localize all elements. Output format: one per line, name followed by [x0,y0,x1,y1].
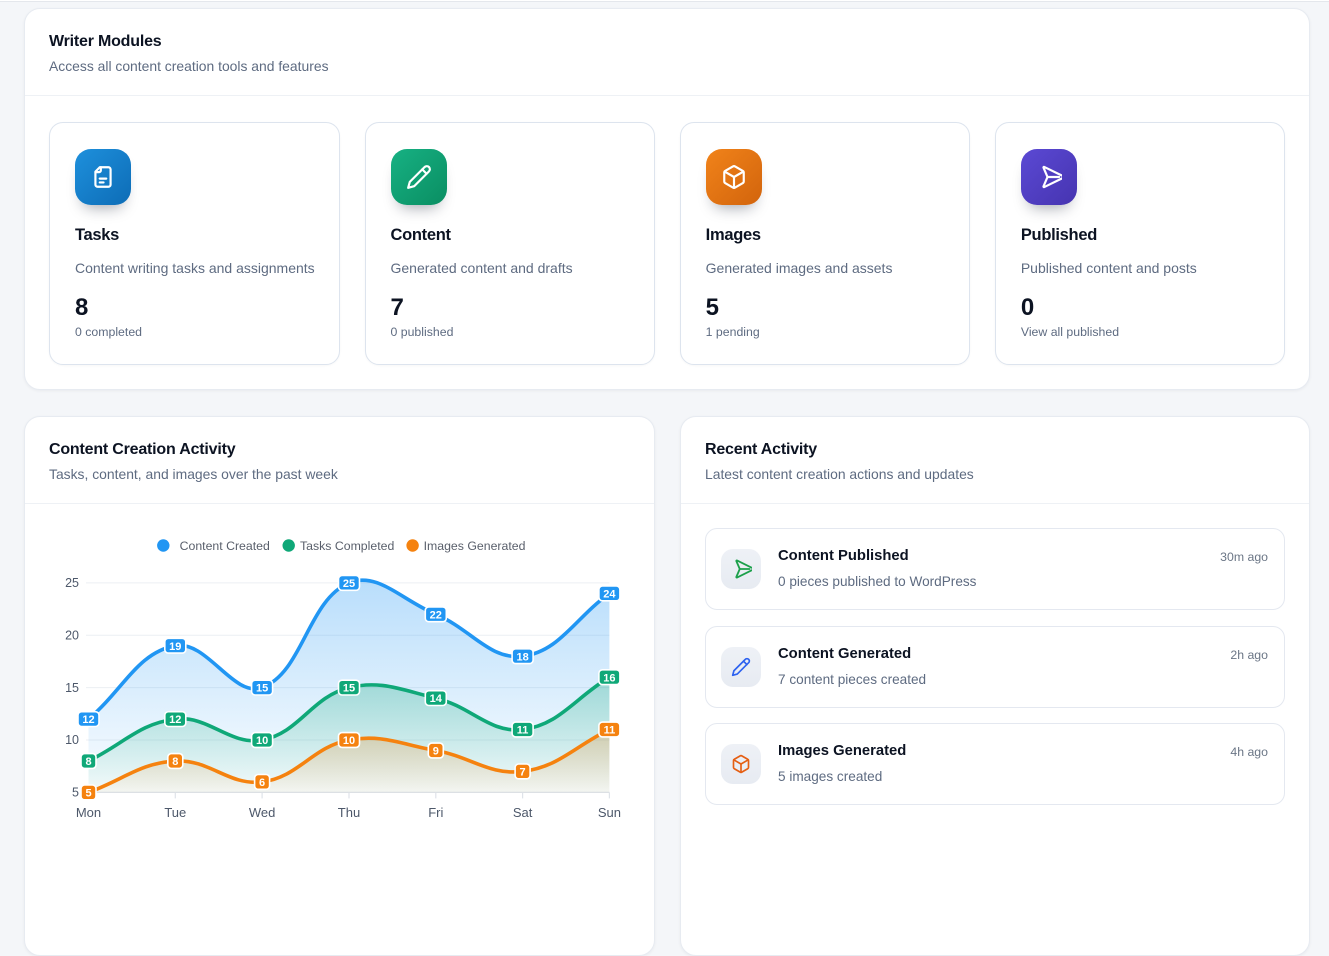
svg-text:20: 20 [65,629,79,643]
svg-text:19: 19 [169,641,181,653]
svg-text:8: 8 [172,756,178,768]
svg-text:12: 12 [82,714,94,726]
svg-text:Images Generated: Images Generated [424,539,526,553]
svg-text:5: 5 [72,786,79,800]
svg-text:Tue: Tue [164,805,186,820]
svg-text:8: 8 [85,756,91,768]
svg-text:Mon: Mon [76,805,101,820]
svg-text:10: 10 [256,735,268,747]
svg-text:Thu: Thu [338,805,360,820]
svg-text:11: 11 [517,725,529,737]
svg-text:15: 15 [65,681,79,695]
svg-text:5: 5 [85,788,91,800]
svg-text:Tasks Completed: Tasks Completed [300,539,394,553]
svg-text:9: 9 [433,746,439,758]
svg-text:12: 12 [169,714,181,726]
svg-text:Sat: Sat [513,805,533,820]
svg-text:15: 15 [343,683,355,695]
svg-text:10: 10 [343,735,355,747]
svg-text:Sun: Sun [598,805,621,820]
svg-text:22: 22 [430,609,442,621]
svg-text:18: 18 [516,651,528,663]
svg-text:7: 7 [520,767,526,779]
svg-text:Wed: Wed [249,805,276,820]
svg-text:25: 25 [65,576,79,590]
svg-text:Fri: Fri [428,805,443,820]
svg-text:11: 11 [604,725,616,737]
svg-text:24: 24 [603,589,616,601]
svg-text:10: 10 [65,733,79,747]
svg-text:6: 6 [259,777,265,789]
svg-text:14: 14 [430,693,443,705]
svg-text:16: 16 [603,672,615,684]
svg-text:25: 25 [343,578,355,590]
svg-text:Content Created: Content Created [180,539,270,553]
svg-text:15: 15 [256,683,268,695]
